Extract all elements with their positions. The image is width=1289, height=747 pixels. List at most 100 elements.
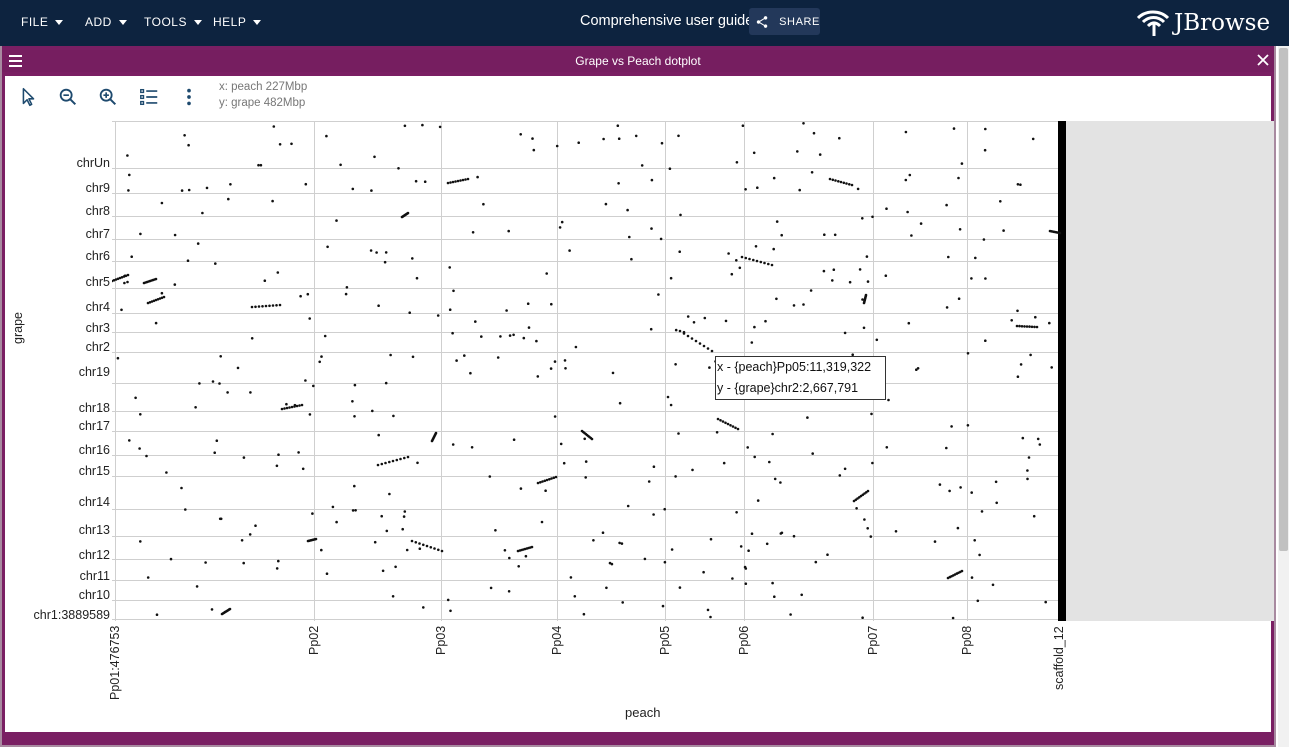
alignment-dot xyxy=(1026,477,1029,481)
alignment-dot xyxy=(160,296,164,300)
alignment-dot xyxy=(160,291,164,295)
plot-area[interactable] xyxy=(112,121,1274,621)
alignment-dot xyxy=(196,242,200,245)
alignment-dot xyxy=(621,601,624,604)
alignment-dot xyxy=(978,553,981,557)
alignment-dot xyxy=(885,207,888,210)
alignment-dot xyxy=(375,251,378,254)
zoom-out-icon[interactable] xyxy=(57,86,79,108)
alignment-dot xyxy=(508,334,512,337)
alignment-dot xyxy=(674,475,677,478)
y-axis-label: chr13 xyxy=(78,523,110,537)
alignment-dot xyxy=(814,560,818,564)
dotplot-canvas[interactable]: chrUn chr9 chr8 chr7 chr6 chr5 chr4 chr3 chr2 chr… xyxy=(5,121,1274,700)
alignment-dot xyxy=(590,437,594,441)
alignment-dot xyxy=(702,344,706,348)
alignment-dot xyxy=(1050,366,1053,369)
alignment-dot xyxy=(754,245,758,248)
alignment-dot xyxy=(848,183,851,186)
alignment-dot xyxy=(869,535,873,538)
alignment-dot xyxy=(652,465,656,469)
alignment-dot xyxy=(724,319,728,323)
alignment-dot xyxy=(748,257,751,261)
alignment-dot xyxy=(982,238,986,241)
alignment-dot xyxy=(709,615,712,619)
alignment-dot xyxy=(126,273,130,277)
alignment-dot xyxy=(218,382,221,385)
help-menu-button[interactable]: HELP xyxy=(213,13,262,31)
alignment-dot xyxy=(285,402,288,406)
alignment-dot xyxy=(116,356,120,360)
grid-line-vertical xyxy=(665,121,666,621)
list-icon[interactable] xyxy=(138,86,160,108)
alignment-dot xyxy=(661,604,665,608)
alignment-dot xyxy=(863,518,866,521)
alignment-dot xyxy=(956,526,960,530)
zoom-in-icon[interactable] xyxy=(97,86,119,108)
alignment-dot xyxy=(194,406,197,409)
alignment-dot xyxy=(677,432,680,435)
alignment-dot xyxy=(958,228,962,231)
alignment-dot xyxy=(668,167,672,170)
x-axis-label: Pp08 xyxy=(960,626,974,656)
alignment-dot xyxy=(213,451,216,455)
alignment-dot xyxy=(392,414,395,418)
session-title[interactable]: Comprehensive user guide xyxy=(580,13,754,29)
alignment-dot xyxy=(850,183,854,187)
alignment-dot xyxy=(980,510,984,513)
alignment-dot xyxy=(617,137,621,140)
tools-menu-label: TOOLS xyxy=(144,15,187,29)
alignment-dot xyxy=(527,326,531,329)
alignment-dot xyxy=(459,179,462,182)
add-menu-button[interactable]: ADD xyxy=(85,13,127,31)
alignment-dot xyxy=(744,582,748,585)
alignment-dot xyxy=(448,266,452,269)
alignment-dot xyxy=(369,249,373,252)
alignment-dot xyxy=(858,268,862,271)
alignment-dot xyxy=(272,125,276,128)
share-button[interactable]: SHARE xyxy=(749,8,820,35)
alignment-dot xyxy=(422,543,425,547)
alignment-dot xyxy=(752,151,756,155)
alignment-dot xyxy=(915,368,918,371)
alignment-dot xyxy=(686,334,690,338)
cursor-icon[interactable] xyxy=(17,86,39,108)
scrollbar-thumb[interactable] xyxy=(1279,48,1288,551)
alignment-dot xyxy=(703,316,707,320)
tooltip-x-line: x - {peach}Pp05:11,319,322 xyxy=(717,360,872,374)
alignment-dot xyxy=(952,127,956,130)
alignment-dot xyxy=(277,559,280,563)
grid-line-horizontal xyxy=(112,121,1274,122)
alignment-dot xyxy=(275,464,279,468)
alignment-dot xyxy=(866,527,869,530)
alignment-dot xyxy=(559,442,563,446)
alignment-dot xyxy=(308,413,312,416)
alignment-dot xyxy=(908,173,912,177)
more-vert-icon[interactable] xyxy=(178,86,200,108)
alignment-dot xyxy=(780,531,784,535)
alignment-dot xyxy=(690,337,694,340)
alignment-dot xyxy=(480,335,483,338)
alignment-dot xyxy=(773,477,777,481)
alignment-dot xyxy=(611,371,615,375)
view-title[interactable]: Grape vs Peach dotplot xyxy=(575,54,701,68)
alignment-dot xyxy=(768,460,771,464)
alignment-dot xyxy=(339,163,342,167)
grid-line-horizontal xyxy=(112,168,1274,169)
file-menu-button[interactable]: FILE xyxy=(21,13,64,31)
alignment-dot xyxy=(454,180,457,183)
close-icon[interactable] xyxy=(1256,53,1270,67)
alignment-dot xyxy=(391,595,395,598)
alignment-dot xyxy=(861,298,864,301)
alignment-dot xyxy=(446,598,450,602)
alignment-dot xyxy=(904,130,908,134)
alignment-dot xyxy=(512,438,516,442)
alignment-dot xyxy=(311,512,314,515)
tools-menu-button[interactable]: TOOLS xyxy=(144,13,202,31)
grid-line-horizontal xyxy=(112,580,1274,581)
view-menu-icon[interactable] xyxy=(9,55,22,67)
alignment-dot xyxy=(945,306,949,309)
alignment-dot xyxy=(584,460,588,463)
alignment-dot xyxy=(735,511,738,514)
alignment-dot xyxy=(240,539,244,542)
